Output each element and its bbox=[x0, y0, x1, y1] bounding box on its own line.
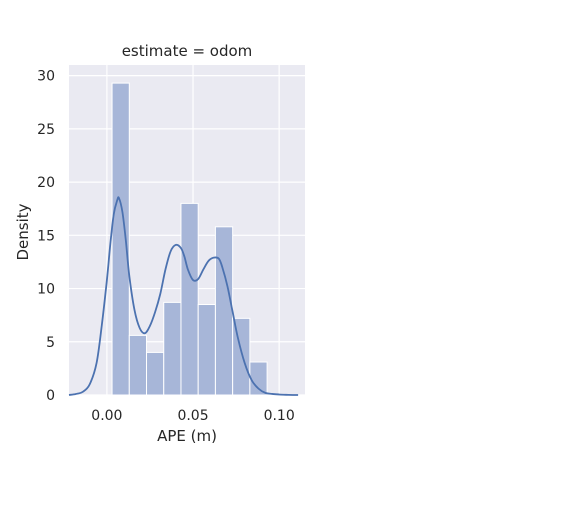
y-axis-label: Density bbox=[14, 203, 32, 260]
y-tick-label-2: 10 bbox=[37, 282, 55, 298]
histogram-bar-0 bbox=[111, 82, 130, 396]
kde-curve bbox=[68, 196, 299, 396]
histogram-bar-2 bbox=[146, 351, 165, 396]
histogram-bar-7 bbox=[232, 317, 251, 396]
y-tick-label-1: 5 bbox=[46, 335, 55, 351]
y-tick-label-6: 30 bbox=[37, 69, 55, 85]
y-tick-label-5: 25 bbox=[37, 122, 55, 138]
y-tick-label-4: 20 bbox=[37, 175, 55, 191]
y-tick-label-3: 15 bbox=[37, 228, 55, 244]
y-tick-label-0: 0 bbox=[46, 388, 55, 404]
x-tick-label-1: 0.05 bbox=[177, 408, 208, 424]
histogram-bar-1 bbox=[128, 334, 148, 396]
x-tick-label-0: 0.00 bbox=[91, 408, 122, 424]
histogram-bar-6 bbox=[214, 226, 234, 396]
x-tick-label-2: 0.10 bbox=[264, 408, 295, 424]
facet-title: estimate = odom bbox=[122, 42, 253, 60]
x-tick-labels: 0.00 0.05 0.10 bbox=[91, 408, 294, 424]
histogram-bar-8 bbox=[249, 361, 268, 396]
histogram-bar-3 bbox=[163, 301, 182, 396]
histogram-bar-5 bbox=[197, 304, 216, 396]
x-axis-label: APE (m) bbox=[157, 427, 217, 445]
histogram-bars bbox=[111, 82, 268, 396]
y-tick-labels: 0 5 10 15 20 25 30 bbox=[37, 69, 55, 404]
kde-curve-group bbox=[68, 196, 299, 396]
histogram-bar-4 bbox=[180, 202, 199, 396]
